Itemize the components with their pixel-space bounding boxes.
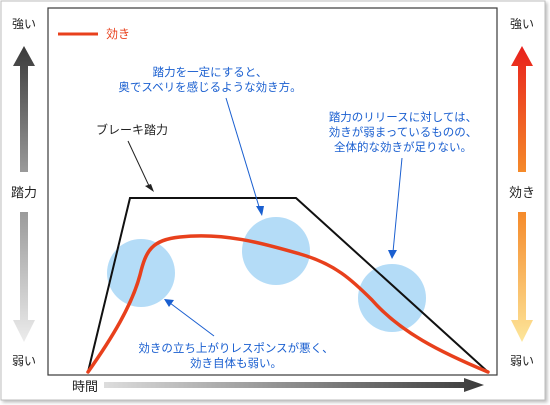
right-axis-middle-label: 効き: [509, 186, 535, 201]
right-axis-top-label: 強い: [510, 17, 534, 31]
annotation-top-pointer-head: [256, 206, 264, 216]
annotation-right-line3: 全体的な効きが足りない。: [334, 140, 472, 154]
annotation-bottom-line1: 効きの立ち上がりレスポンスが悪く、: [138, 341, 333, 355]
legend-label: 効き: [106, 26, 130, 41]
annotation-top-line2: 奥でスベリを感じるような効き方。: [118, 80, 301, 94]
annotation-bottom-pointer-head: [164, 299, 174, 307]
left-axis-down-arrow: [13, 212, 35, 342]
right-axis-bottom-label: 弱い: [510, 354, 534, 368]
highlight-circle-plateau: [242, 217, 310, 285]
pedal-force-curve: [87, 197, 489, 373]
left-axis-bottom-label: 弱い: [12, 354, 36, 368]
annotation-right-pointer-head: [388, 250, 397, 259]
time-axis-arrow: [104, 378, 484, 392]
right-axis-up-arrow: [511, 46, 533, 172]
annotation-bottom-line2: 効き自体も弱い。: [190, 356, 282, 370]
annotation-right-pointer: [392, 157, 403, 253]
pedal-force-pointer: [127, 140, 151, 189]
highlight-circle-release: [358, 264, 426, 332]
pedal-force-label: ブレーキ踏力: [96, 122, 168, 137]
right-axis-down-arrow: [511, 212, 533, 342]
braking-effect-curve: [86, 234, 490, 374]
pedal-force-pointer-head: [145, 184, 154, 192]
annotation-right-line2: 効きが弱まっているものの、: [329, 125, 477, 139]
left-axis-top-label: 強い: [12, 17, 36, 31]
annotation-bottom-pointer: [169, 302, 215, 337]
left-axis-up-arrow: [13, 46, 35, 172]
annotation-top-pointer: [225, 97, 261, 211]
annotation-top-line1: 踏力を一定にすると、: [153, 65, 268, 79]
x-axis-label: 時間: [72, 380, 98, 395]
annotation-right-line1: 踏力のリリースに対しては、: [329, 110, 477, 124]
left-axis-middle-label: 踏力: [11, 186, 37, 201]
